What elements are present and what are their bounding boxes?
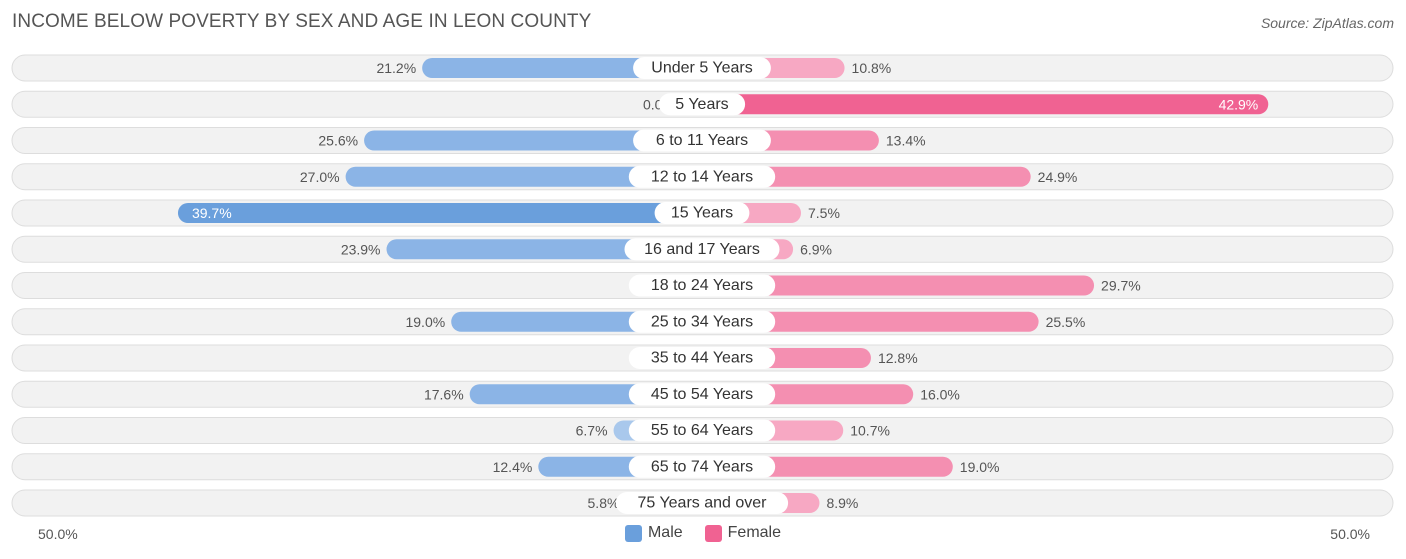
male-value-label: 23.9% bbox=[341, 241, 381, 257]
category-label: 16 and 17 Years bbox=[644, 241, 760, 258]
male-swatch bbox=[624, 524, 642, 542]
category-pill bbox=[615, 492, 789, 514]
female-bar bbox=[702, 311, 1039, 332]
male-value-label: 6.7% bbox=[576, 423, 608, 439]
male-value-label: 5.8% bbox=[588, 495, 620, 511]
female-value-label: 7.5% bbox=[808, 205, 840, 221]
male-value-label: 27.0% bbox=[300, 169, 340, 185]
category-label: 25 to 34 Years bbox=[651, 313, 753, 330]
category-label: 35 to 44 Years bbox=[651, 350, 753, 367]
legend-female-label: Female bbox=[727, 524, 782, 541]
female-bar bbox=[702, 166, 1031, 187]
category-label: 12 to 14 Years bbox=[651, 168, 753, 185]
female-value-label: 29.7% bbox=[1101, 278, 1141, 294]
male-value-label: 21.2% bbox=[376, 60, 416, 76]
male-value-label: 17.6% bbox=[424, 386, 464, 402]
female-bar bbox=[702, 94, 1269, 115]
legend: Male Female bbox=[0, 524, 1406, 542]
axis-right-label: 50.0% bbox=[1330, 526, 1370, 542]
female-value-label: 42.9% bbox=[1219, 96, 1259, 112]
female-value-label: 8.9% bbox=[826, 495, 858, 511]
category-label: 5 Years bbox=[675, 96, 728, 113]
female-value-label: 12.8% bbox=[878, 350, 918, 366]
category-pill bbox=[628, 310, 776, 333]
male-bar bbox=[364, 130, 702, 151]
female-value-label: 19.0% bbox=[960, 459, 1000, 475]
category-pill bbox=[628, 347, 776, 369]
category-label: Under 5 Years bbox=[651, 60, 752, 77]
axis-left-label: 50.0% bbox=[38, 526, 78, 542]
category-label: 18 to 24 Years bbox=[651, 277, 753, 294]
male-bar bbox=[177, 203, 702, 223]
category-label: 6 to 11 Years bbox=[656, 132, 748, 149]
category-pill bbox=[628, 455, 776, 478]
female-value-label: 10.8% bbox=[852, 60, 892, 76]
female-swatch bbox=[704, 524, 722, 542]
category-pill bbox=[628, 165, 776, 188]
male-bar bbox=[422, 58, 702, 78]
category-pill bbox=[654, 202, 750, 224]
category-pill bbox=[633, 57, 771, 79]
source-label: Source: ZipAtlas.com bbox=[1260, 15, 1394, 31]
male-value-label: 12.4% bbox=[493, 459, 533, 475]
male-value-label: 25.6% bbox=[318, 133, 358, 149]
female-value-label: 25.5% bbox=[1046, 314, 1086, 330]
male-bar bbox=[386, 239, 702, 260]
category-pill bbox=[628, 419, 776, 442]
category-label: 75 Years and over bbox=[638, 495, 768, 512]
category-pill bbox=[624, 238, 780, 261]
female-value-label: 16.0% bbox=[920, 386, 960, 402]
category-label: 15 Years bbox=[671, 205, 733, 222]
female-value-label: 10.7% bbox=[850, 423, 890, 439]
category-pill bbox=[628, 274, 776, 297]
male-value-label: 19.0% bbox=[405, 314, 445, 330]
female-value-label: 13.4% bbox=[886, 133, 926, 149]
female-bar bbox=[702, 275, 1095, 296]
category-label: 65 to 74 Years bbox=[651, 458, 753, 475]
legend-item-female: Female bbox=[704, 524, 782, 542]
legend-male-label: Male bbox=[647, 524, 683, 541]
legend-item-male: Male bbox=[624, 524, 683, 542]
chart-title: INCOME BELOW POVERTY BY SEX AND AGE IN L… bbox=[12, 11, 592, 32]
category-pill bbox=[633, 129, 771, 152]
bar-chart: 21.2%10.8%Under 5 Years0.0%42.9%5 Years2… bbox=[11, 54, 1394, 517]
male-bar bbox=[345, 166, 702, 187]
category-label: 45 to 54 Years bbox=[651, 386, 753, 403]
category-pill bbox=[628, 383, 776, 406]
female-value-label: 24.9% bbox=[1038, 169, 1078, 185]
male-value-label: 39.7% bbox=[192, 205, 232, 221]
category-pill bbox=[658, 93, 746, 116]
category-label: 55 to 64 Years bbox=[651, 422, 753, 439]
female-value-label: 6.9% bbox=[800, 241, 832, 257]
